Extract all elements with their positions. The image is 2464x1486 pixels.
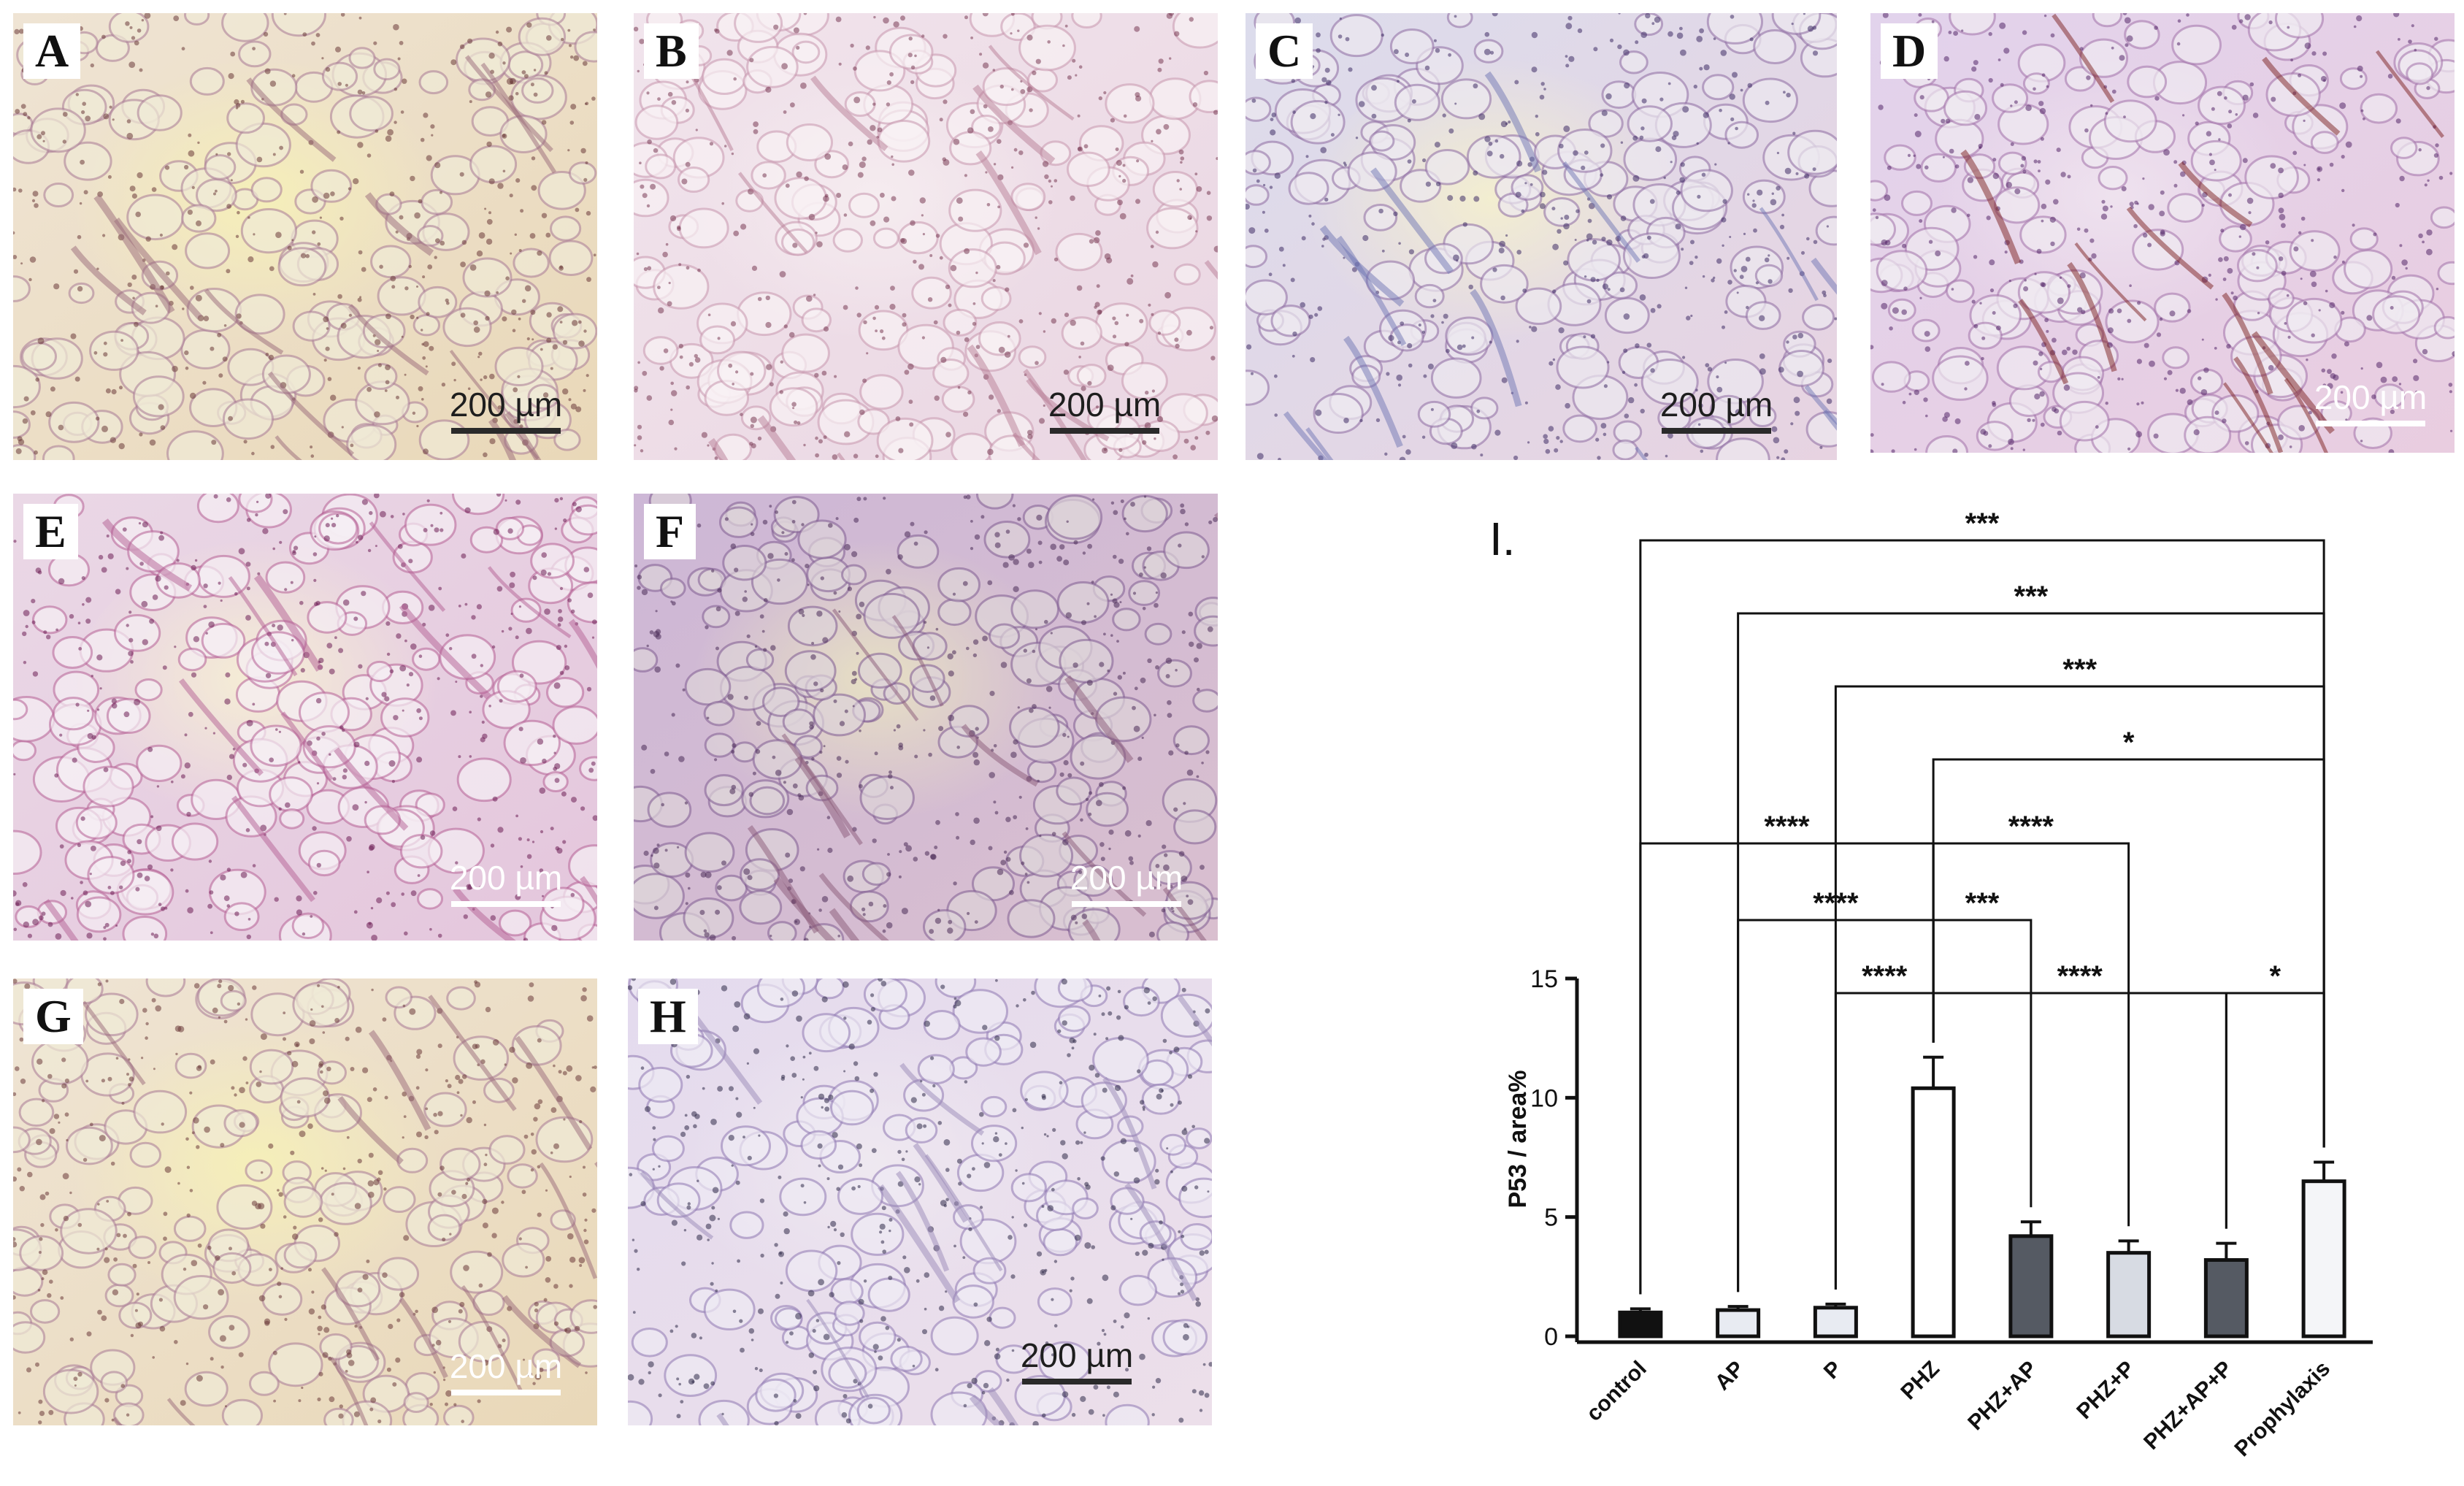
significance-label: * (2123, 727, 2135, 759)
scale-bar: 200 µm (444, 1347, 568, 1395)
significance-label: **** (2008, 811, 2054, 843)
bar-prophylaxis (2301, 1179, 2346, 1338)
micrograph-image (634, 494, 1218, 941)
y-tick-label: 10 (1530, 1084, 1558, 1112)
bar-phz+p (2106, 1251, 2152, 1338)
panel-h: H 200 µm (628, 978, 1212, 1425)
significance-label: **** (1813, 887, 1859, 919)
bar-control (1618, 1310, 1663, 1338)
bar-p (1813, 1306, 1858, 1338)
significance-label: *** (2062, 654, 2097, 686)
y-axis-label: P53 / area% (1504, 1070, 1532, 1208)
scale-bar: 200 µm (1043, 386, 1167, 434)
panel-label: B (644, 23, 699, 79)
y-tick-label: 0 (1544, 1323, 1558, 1351)
significance-label: *** (2014, 581, 2049, 613)
x-tick-label: PHZ (1896, 1357, 1944, 1405)
panel-label: G (23, 989, 83, 1044)
panel-f: F 200 µm (634, 494, 1218, 941)
significance-label: *** (1965, 887, 2000, 919)
significance-label: *** (1965, 511, 2000, 540)
micrograph-image (13, 13, 597, 460)
bar-phz+ap+p (2203, 1257, 2249, 1338)
scale-bar: 200 µm (444, 386, 568, 434)
panel-a: A 200 µm (13, 13, 597, 460)
significance-label: **** (1764, 811, 1810, 843)
panel-g: G 200 µm (13, 978, 597, 1425)
panel-label: D (1881, 23, 1938, 79)
scale-bar: 200 µm (1654, 386, 1778, 434)
bar-phz+ap (2008, 1234, 2054, 1338)
significance-bracket (1932, 992, 2227, 1229)
panel-label: E (23, 504, 78, 559)
panel-c: C 200 µm (1246, 13, 1837, 460)
significance-label: * (2269, 960, 2281, 992)
significance-bracket (1639, 842, 1935, 1295)
significance-bracket (1932, 919, 2033, 1208)
significance-label: **** (1862, 960, 1908, 992)
scale-bar: 200 µm (2308, 378, 2433, 426)
x-tick-label: PHZ+AP+P (2139, 1357, 2237, 1455)
bar-chart: I. P53 / area% 0 5 10 15 control AP P PHZ PHZ+AP… (1489, 511, 2373, 1462)
chart-panel-label: I. (1489, 513, 1516, 565)
scale-bar: 200 µm (1015, 1336, 1139, 1384)
x-tick-label: Prophylaxis (2230, 1357, 2335, 1462)
scale-bar: 200 µm (444, 859, 568, 907)
panel-e: E 200 µm (13, 494, 597, 941)
significance-bracket (2225, 992, 2325, 1229)
bar-phz (1911, 1086, 1956, 1338)
y-tick-label: 15 (1530, 965, 1558, 993)
x-tick-label: P (1819, 1357, 1846, 1384)
x-tick-label: AP (1711, 1357, 1749, 1395)
y-tick-label: 5 (1544, 1204, 1558, 1232)
panel-label: H (638, 989, 698, 1044)
micrograph-image (628, 978, 1212, 1425)
panel-b: B 200 µm (634, 13, 1218, 460)
x-tick-label: control (1582, 1357, 1651, 1426)
micrograph-image (1870, 13, 2455, 453)
significance-label: **** (2057, 960, 2103, 992)
x-tick-label: PHZ+AP (1963, 1357, 2042, 1436)
micrograph-image (1246, 13, 1837, 460)
panel-label: C (1256, 23, 1313, 79)
scale-bar: 200 µm (1064, 859, 1189, 907)
panel-label: A (23, 23, 81, 79)
micrograph-image (634, 13, 1218, 460)
bar-ap (1716, 1308, 1761, 1338)
x-tick-label: PHZ+P (2072, 1357, 2139, 1424)
micrograph-image (13, 494, 597, 941)
panel-label: F (644, 504, 696, 559)
panel-d: D 200 µm (1870, 13, 2455, 453)
